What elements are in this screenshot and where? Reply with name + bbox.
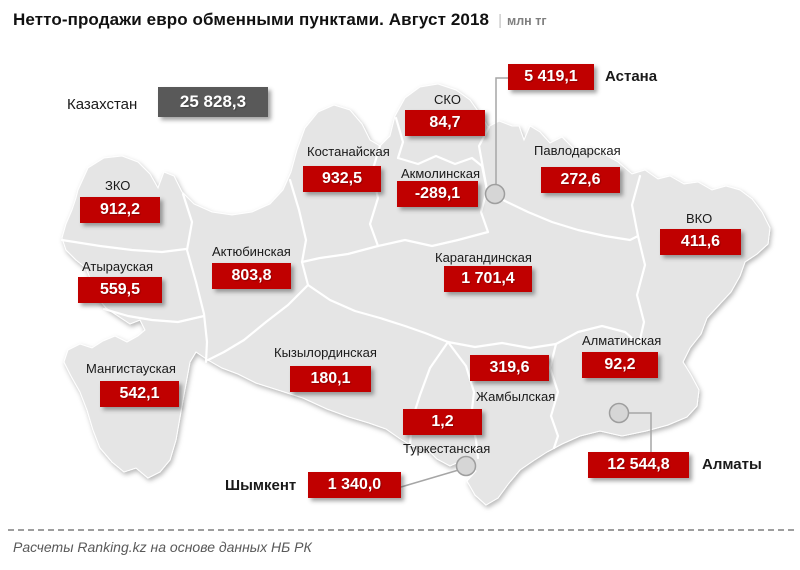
region-label-kyzylordinskaya: Кызылординская xyxy=(274,345,377,360)
total-label: Казахстан xyxy=(67,96,138,113)
region-value-mangistauskaya: 542,1 xyxy=(100,381,179,407)
almaty-marker xyxy=(608,402,630,424)
region-value-turkestanskaya: 1,2 xyxy=(403,409,482,435)
region-label-sko: СКО xyxy=(434,92,461,107)
region-label-akmolinskaya: Акмолинская xyxy=(401,166,481,181)
region-value-vko: 411,6 xyxy=(660,229,741,255)
city-label-shymkent: Шымкент xyxy=(225,477,297,494)
region-label-almatinskaya: Алматинская xyxy=(582,333,662,348)
region-label-mangistauskaya: Мангистауская xyxy=(86,361,176,376)
city-label-astana: Астана xyxy=(605,68,658,85)
city-value-shymkent: 1 340,0 xyxy=(308,472,401,498)
almaty-callout-line xyxy=(628,412,652,452)
region-label-vko: ВКО xyxy=(686,211,713,226)
total-value-badge: 25 828,3 xyxy=(158,87,268,117)
title-separator: | xyxy=(498,12,502,29)
region-value-kyzylordinskaya: 180,1 xyxy=(290,366,371,392)
region-value-karagandinskaya: 1 701,4 xyxy=(444,266,532,292)
region-value-sko: 84,7 xyxy=(405,110,485,136)
region-label-atyrauskaya: Атырауская xyxy=(82,259,154,274)
region-value-akmolinskaya: -289,1 xyxy=(397,181,478,207)
astana-callout-line xyxy=(495,77,508,185)
city-label-almaty: Алматы xyxy=(702,456,762,473)
region-label-aktyubinskaya: Актюбинская xyxy=(212,244,291,259)
region-value-almatinskaya: 92,2 xyxy=(582,352,658,378)
region-label-turkestanskaya: Туркестанская xyxy=(403,441,491,456)
region-label-pavlodarskaya: Павлодарская xyxy=(534,143,621,158)
shymkent-callout-line xyxy=(400,468,463,488)
region-value-zhambylskaya: 319,6 xyxy=(470,355,549,381)
region-label-zko: ЗКО xyxy=(105,178,131,193)
astana-marker xyxy=(484,183,506,205)
region-label-kostanayskaya: Костанайская xyxy=(307,144,390,159)
region-value-kostanayskaya: 932,5 xyxy=(303,166,381,192)
region-label-karagandinskaya: Карагандинская xyxy=(435,250,532,265)
city-markers xyxy=(455,183,630,477)
callout-lines xyxy=(400,77,652,488)
region-label-zhambylskaya: Жамбылская xyxy=(476,389,556,404)
region-value-pavlodarskaya: 272,6 xyxy=(541,167,620,193)
footer-source: Расчеты Ranking.kz на основе данных НБ Р… xyxy=(13,539,312,555)
city-value-almaty: 12 544,8 xyxy=(588,452,689,478)
city-value-astana: 5 419,1 xyxy=(508,64,594,90)
page-title: Нетто-продажи евро обменными пунктами. А… xyxy=(13,10,547,30)
title-unit: млн тг xyxy=(506,14,547,28)
footer-divider xyxy=(8,529,794,531)
region-value-atyrauskaya: 559,5 xyxy=(78,277,162,303)
region-value-aktyubinskaya: 803,8 xyxy=(212,263,291,289)
shymkent-marker xyxy=(455,455,477,477)
title-text: Нетто-продажи евро обменными пунктами. А… xyxy=(13,10,490,29)
region-value-zko: 912,2 xyxy=(80,197,160,223)
